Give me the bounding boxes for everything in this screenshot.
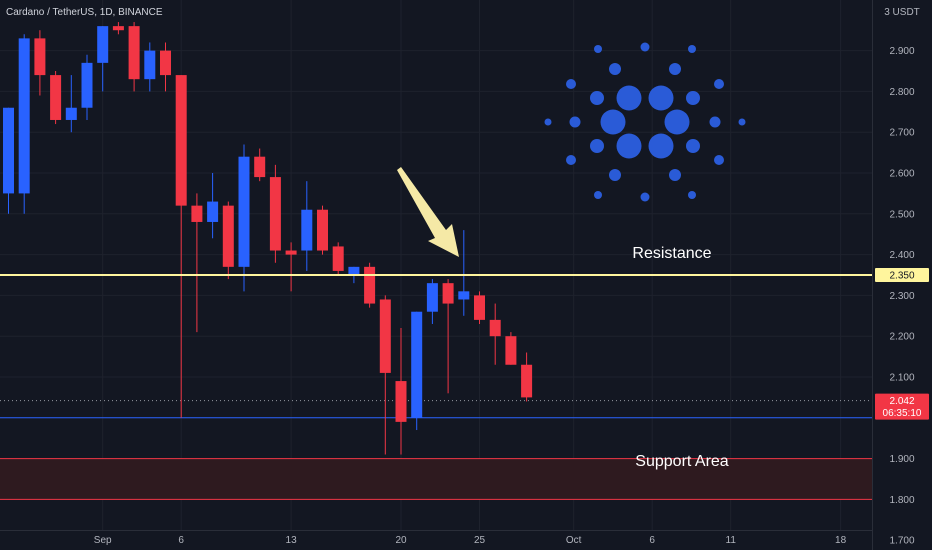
candle-body-down[interactable] [332, 246, 344, 271]
cardano-logo-dot [669, 169, 681, 181]
time-axis[interactable] [0, 530, 872, 550]
candle-body-down[interactable] [474, 295, 485, 320]
time-tick-label: 25 [474, 535, 486, 546]
time-tick-label: Sep [94, 535, 112, 546]
cardano-logo-icon [544, 42, 746, 202]
cardano-logo-dot [609, 169, 621, 181]
candle-body-up[interactable] [3, 107, 14, 194]
candle-body-up[interactable] [348, 266, 360, 275]
cardano-logo-dot [714, 155, 724, 165]
cardano-logo-dot [688, 45, 696, 53]
resistance-price-badge-text: 2.350 [889, 271, 914, 282]
price-axis-unit: 3 USDT [884, 7, 920, 18]
candle-body-up[interactable] [18, 38, 30, 194]
time-tick-label: 20 [395, 535, 407, 546]
cardano-logo-dot [640, 192, 650, 202]
current-price-badge [875, 393, 929, 420]
cardano-logo-dot [648, 85, 674, 111]
candle-body-down[interactable] [112, 26, 124, 31]
cardano-logo-dot [686, 91, 700, 105]
cardano-logo-dot [544, 118, 552, 126]
time-tick-label: 13 [286, 535, 298, 546]
candle-body-down[interactable] [317, 209, 328, 251]
price-tick-label: 2.800 [889, 87, 914, 98]
candle-body-down[interactable] [379, 299, 391, 373]
candle-body-down[interactable] [442, 283, 454, 304]
cardano-logo-dot [594, 45, 602, 53]
candle-body-down[interactable] [505, 336, 517, 365]
cardano-logo-dot [566, 79, 576, 89]
time-tick-label: Oct [566, 535, 582, 546]
current-price-badge-countdown: 06:35:10 [883, 408, 922, 419]
candle-body-up[interactable] [81, 62, 93, 108]
time-tick-label: 6 [649, 535, 655, 546]
price-tick-label: 2.300 [889, 291, 914, 302]
symbol-title: Cardano / TetherUS, 1D, BINANCE [6, 7, 163, 18]
candle-body-up[interactable] [97, 26, 109, 63]
current-price-badge-price: 2.042 [889, 396, 914, 407]
price-tick-label: 1.900 [889, 454, 914, 465]
price-tick-label: 2.400 [889, 250, 914, 261]
price-tick-label: 1.800 [889, 495, 914, 506]
cardano-logo-dot [648, 133, 674, 159]
candle-body-up[interactable] [238, 156, 250, 267]
cardano-logo-dot [686, 139, 700, 153]
resistance-price-badge [875, 268, 929, 282]
support-area-label: Support Area [635, 453, 729, 470]
candle-body-up[interactable] [411, 311, 423, 418]
cardano-logo-dot [609, 63, 621, 75]
candle-body-down[interactable] [34, 38, 46, 76]
price-tick-label: 2.200 [889, 332, 914, 343]
cardano-logo-dot [616, 133, 642, 159]
cardano-logo-dot [590, 91, 604, 105]
candle-body-down[interactable] [191, 205, 203, 222]
cardano-logo-dot [738, 118, 746, 126]
cardano-logo-dot [688, 191, 696, 199]
cardano-logo-dot [594, 191, 602, 199]
cardano-logo-dot [669, 63, 681, 75]
price-tick-label: 1.700 [889, 536, 914, 547]
candle-body-down[interactable] [254, 156, 266, 178]
candle-body-down[interactable] [269, 177, 281, 251]
cardano-logo-dot [640, 42, 650, 52]
annotation-arrow [397, 167, 459, 257]
candle-body-down[interactable] [128, 26, 140, 80]
support-area-band [0, 458, 872, 500]
candle-body-down[interactable] [395, 381, 407, 422]
time-tick-label: 18 [835, 535, 847, 546]
candle-body-down[interactable] [364, 266, 376, 304]
price-tick-label: 2.700 [889, 128, 914, 139]
candle-body-up[interactable] [207, 201, 219, 222]
candle-body-up[interactable] [65, 107, 77, 120]
candle-body-down[interactable] [222, 205, 234, 267]
cardano-logo-dot [566, 155, 576, 165]
price-tick-label: 2.600 [889, 169, 914, 180]
candle-body-up[interactable] [458, 291, 470, 300]
candle-body-up[interactable] [301, 209, 313, 251]
cardano-logo-dot [664, 109, 690, 135]
price-tick-label: 2.900 [889, 46, 914, 57]
cardano-logo-dot [709, 116, 721, 128]
cardano-logo-dot [569, 116, 581, 128]
price-tick-label: 2.500 [889, 209, 914, 220]
time-tick-label: 11 [726, 535, 737, 546]
candle-body-up[interactable] [144, 50, 156, 80]
candle-body-down[interactable] [175, 75, 187, 206]
candle-body-down[interactable] [160, 50, 171, 76]
candle-body-down[interactable] [489, 319, 501, 337]
cardano-logo-dot [600, 109, 626, 135]
cardano-logo-dot [590, 139, 604, 153]
time-tick-label: 6 [178, 535, 184, 546]
candle-body-down[interactable] [285, 250, 297, 255]
candle-body-down[interactable] [521, 364, 533, 398]
cardano-logo-dot [616, 85, 642, 111]
cardano-logo-dot [714, 79, 724, 89]
resistance-label: Resistance [632, 245, 711, 262]
candle-body-up[interactable] [426, 283, 438, 312]
price-tick-label: 2.100 [889, 372, 914, 383]
candle-body-down[interactable] [50, 75, 62, 120]
